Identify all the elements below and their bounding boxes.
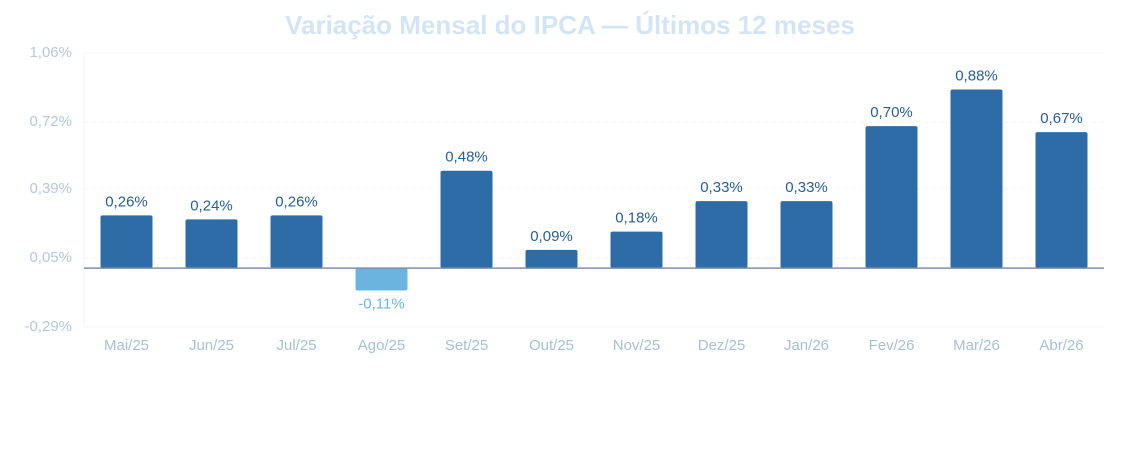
x-tick-label: Mai/25 bbox=[104, 337, 149, 354]
x-tick-label: Out/25 bbox=[529, 337, 574, 354]
bar bbox=[185, 219, 238, 269]
bar bbox=[270, 215, 323, 269]
x-tick-label: Jun/25 bbox=[189, 337, 234, 354]
value-label: 0,24% bbox=[190, 197, 233, 214]
value-label: 0,48% bbox=[445, 149, 488, 166]
bar bbox=[440, 170, 493, 269]
value-label: 0,26% bbox=[275, 193, 318, 210]
bar bbox=[865, 126, 918, 269]
bar bbox=[525, 249, 578, 269]
x-tick-label: Abr/26 bbox=[1039, 337, 1083, 354]
x-tick-label: Set/25 bbox=[445, 337, 488, 354]
value-label: 0,18% bbox=[615, 210, 658, 227]
y-tick-label: 0,39% bbox=[29, 180, 72, 197]
chart-title: Variação Mensal do IPCA — Últimos 12 mes… bbox=[285, 10, 855, 40]
bar bbox=[695, 201, 748, 269]
x-tick-label: Dez/25 bbox=[698, 337, 746, 354]
value-label: 0,33% bbox=[700, 179, 743, 196]
y-tick-label: -0,29% bbox=[24, 318, 72, 335]
x-tick-label: Jul/25 bbox=[276, 337, 316, 354]
x-tick-label: Mar/26 bbox=[953, 337, 1000, 354]
y-tick-label: 0,72% bbox=[29, 113, 72, 130]
x-tick-label: Ago/25 bbox=[358, 337, 406, 354]
bar bbox=[780, 201, 833, 269]
x-tick-label: Nov/25 bbox=[613, 337, 661, 354]
y-tick-label: 1,06% bbox=[29, 44, 72, 61]
value-label: 0,33% bbox=[785, 179, 828, 196]
bar bbox=[355, 268, 408, 291]
bar bbox=[610, 231, 663, 269]
value-label: 0,09% bbox=[530, 228, 573, 245]
bar bbox=[100, 215, 153, 269]
x-tick-label: Fev/26 bbox=[869, 337, 915, 354]
x-tick-label: Jan/26 bbox=[784, 337, 829, 354]
value-label: -0,11% bbox=[358, 295, 404, 312]
value-label: 0,67% bbox=[1040, 110, 1083, 127]
y-tick-label: 0,05% bbox=[29, 249, 72, 266]
bar bbox=[1035, 132, 1088, 269]
value-label: 0,88% bbox=[955, 68, 998, 85]
value-label: 0,70% bbox=[870, 104, 913, 121]
bar bbox=[950, 89, 1003, 269]
value-label: 0,26% bbox=[105, 193, 148, 210]
